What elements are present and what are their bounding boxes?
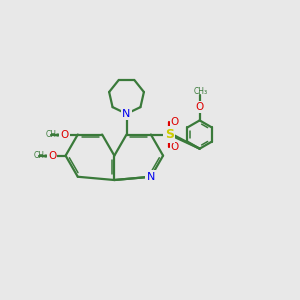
Text: CH₃: CH₃: [33, 151, 48, 160]
Text: CH₃: CH₃: [194, 87, 208, 96]
Text: N: N: [147, 172, 155, 182]
Text: O: O: [170, 142, 178, 152]
Text: O: O: [196, 102, 204, 112]
Text: O: O: [48, 151, 56, 160]
Text: O: O: [170, 117, 178, 127]
Text: O: O: [60, 130, 68, 140]
Text: CH₃: CH₃: [46, 130, 60, 139]
Text: S: S: [165, 128, 174, 141]
Text: N: N: [122, 109, 131, 119]
